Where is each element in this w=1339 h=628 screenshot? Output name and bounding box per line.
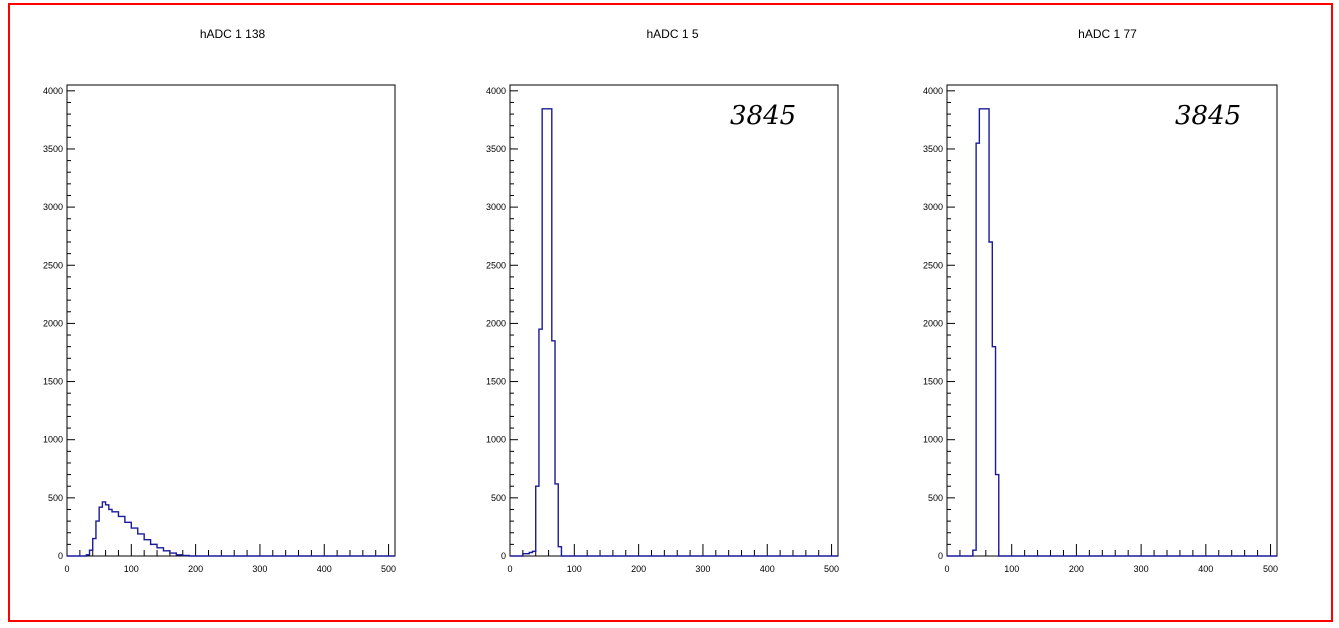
histogram-line: [510, 108, 838, 557]
y-tick-label: 0: [501, 551, 506, 561]
y-tick-label: 500: [491, 493, 506, 503]
peak-count-label: 3845: [730, 101, 797, 131]
y-tick-label: 2000: [486, 318, 506, 328]
y-tick-label: 1500: [43, 377, 63, 387]
histogram-title: hADC 1 5: [646, 27, 699, 41]
histogram-plot: 0 500 1000 1500 2000 2500 3000 3500 4000 0 100 200 3…: [486, 84, 839, 574]
histogram-panel-1: hADC 1 138 0 500 1000 1500 2000 2500 3000 3500 4…: [10, 5, 455, 624]
y-tick-label: 2000: [43, 318, 63, 328]
y-tick-label: 500: [928, 493, 943, 503]
y-tick-label: 4000: [43, 86, 63, 96]
plot-frame: [946, 84, 1278, 557]
x-tick-label: 0: [507, 564, 512, 574]
x-tick-label: 400: [760, 564, 775, 574]
histogram-title: hADC 1 138: [199, 27, 266, 41]
x-tick-label: 100: [567, 564, 582, 574]
x-tick-label: 0: [64, 564, 69, 574]
y-tick-label: 4000: [486, 86, 506, 96]
x-tick-label: 200: [1069, 564, 1084, 574]
y-tick-label: 1500: [486, 377, 506, 387]
y-tick-label: 2500: [43, 260, 63, 270]
y-tick-label: 500: [48, 493, 63, 503]
y-tick-label: 1000: [486, 435, 506, 445]
x-tick-label: 200: [631, 564, 646, 574]
x-tick-label: 100: [124, 564, 139, 574]
x-tick-label: 500: [824, 564, 839, 574]
figure-frame: hADC 1 138 0 500 1000 1500 2000 2500 3000 3500 4…: [8, 3, 1333, 622]
plot-frame: [509, 84, 839, 557]
x-tick-label: 400: [1198, 564, 1213, 574]
histogram-plot: 0 500 1000 1500 2000 2500 3000 3500 4000 0 100 200 3…: [923, 84, 1278, 574]
y-tick-label: 3500: [923, 144, 943, 154]
x-tick-label: 500: [381, 564, 396, 574]
y-tick-label: 2500: [486, 260, 506, 270]
y-tick-label: 2000: [923, 318, 943, 328]
y-tick-label: 2500: [923, 260, 943, 270]
x-tick-label: 400: [317, 564, 332, 574]
plot-frame: [66, 84, 396, 557]
histogram-line: [947, 108, 1277, 557]
x-tick-label: 100: [1004, 564, 1019, 574]
x-tick-label: 300: [1134, 564, 1149, 574]
y-tick-label: 3500: [486, 144, 506, 154]
y-tick-label: 3000: [43, 202, 63, 212]
y-tick-label: 1000: [923, 435, 943, 445]
x-tick-label: 300: [695, 564, 710, 574]
histogram-line: [67, 501, 395, 557]
y-tick-label: 3500: [43, 144, 63, 154]
y-tick-label: 1000: [43, 435, 63, 445]
y-tick-label: 3000: [486, 202, 506, 212]
x-tick-label: 200: [188, 564, 203, 574]
x-tick-label: 500: [1263, 564, 1278, 574]
x-tick-label: 0: [944, 564, 949, 574]
y-tick-label: 3000: [923, 202, 943, 212]
y-tick-label: 1500: [923, 377, 943, 387]
peak-count-label: 3845: [1175, 101, 1242, 131]
y-tick-label: 0: [938, 551, 943, 561]
histogram-title: hADC 1 77: [1078, 27, 1137, 41]
histogram-panel-3: hADC 1 77 0 500 1000 1500 2000 2500 3000 3500 40…: [885, 5, 1330, 624]
histogram-panel-2: hADC 1 5 0 500 1000 1500 2000 2500 3000 3500 400…: [450, 5, 895, 624]
histogram-plot: 0 500 1000 1500 2000 2500 3000 3500 4000 0 100 200 3…: [43, 84, 396, 574]
x-tick-label: 300: [252, 564, 267, 574]
y-tick-label: 0: [58, 551, 63, 561]
y-tick-label: 4000: [923, 86, 943, 96]
